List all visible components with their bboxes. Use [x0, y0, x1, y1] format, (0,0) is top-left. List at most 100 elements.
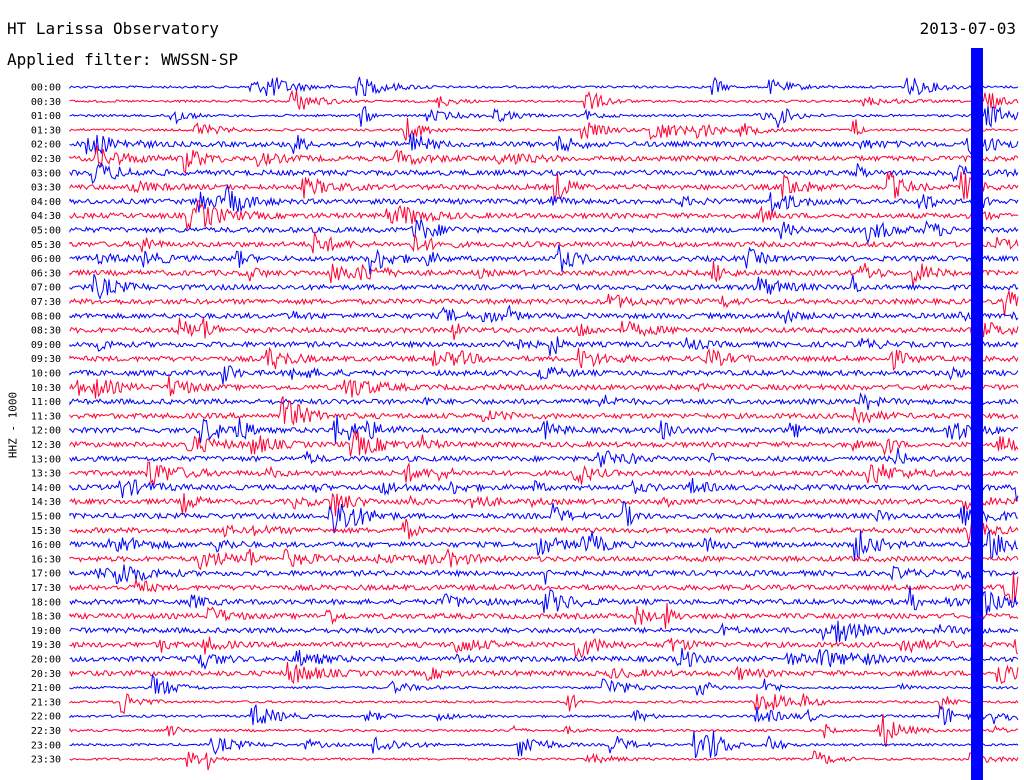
time-tick-label: 10:30: [31, 383, 61, 394]
seismic-trace: [69, 713, 1019, 747]
seismic-trace: [69, 529, 1019, 561]
seismic-trace: [69, 133, 1019, 157]
time-tick-label: 16:00: [31, 540, 61, 551]
filter-label: Applied filter: WWSSN-SP: [7, 50, 239, 69]
time-tick-label: 10:00: [31, 369, 61, 380]
time-tick-label: 13:30: [31, 469, 61, 480]
seismic-trace: [69, 346, 1019, 372]
time-tick-label: 14:00: [31, 483, 61, 494]
seismic-trace: [69, 477, 1019, 501]
seismic-trace: [69, 602, 1019, 629]
time-tick-label: 01:30: [31, 125, 61, 136]
seismic-trace: [69, 571, 1019, 603]
seismic-trace: [69, 518, 1019, 543]
time-tick-label: 08:00: [31, 311, 61, 322]
saturated-event-trace: [971, 48, 983, 780]
time-tick-label: 13:00: [31, 454, 61, 465]
seismic-trace: [69, 183, 1019, 214]
seismic-trace: [69, 693, 1019, 715]
time-tick-label: 23:00: [31, 740, 61, 751]
time-tick-label: 07:00: [31, 283, 61, 294]
seismic-trace: [69, 662, 1019, 685]
seismic-trace: [69, 304, 1019, 324]
time-tick-label: 04:30: [31, 211, 61, 222]
seismic-trace: [69, 430, 1019, 457]
seismic-trace: [69, 493, 1019, 517]
seismic-trace: [69, 231, 1019, 254]
seismic-trace: [69, 704, 1019, 726]
seismic-trace: [69, 500, 1019, 534]
time-tick-label: 09:00: [31, 340, 61, 351]
seismic-trace: [69, 396, 1019, 426]
time-tick-label: 22:30: [31, 726, 61, 737]
seismic-trace: [69, 673, 1019, 696]
time-tick-label: 15:30: [31, 526, 61, 537]
seismic-trace: [69, 750, 1019, 771]
time-tick-label: 00:00: [31, 83, 61, 94]
time-tick-label: 23:30: [31, 755, 61, 766]
seismic-trace: [69, 461, 1019, 486]
time-tick-label: 14:30: [31, 497, 61, 508]
time-tick-label: 02:30: [31, 154, 61, 165]
seismic-trace: [69, 636, 1019, 659]
time-tick-label: 16:30: [31, 554, 61, 565]
time-tick-label: 17:30: [31, 583, 61, 594]
time-tick-label: 21:00: [31, 683, 61, 694]
time-tick-label: 06:30: [31, 268, 61, 279]
time-tick-label: 19:30: [31, 640, 61, 651]
seismic-trace: [69, 365, 1019, 385]
seismic-trace: [69, 170, 1019, 202]
time-tick-label: 12:30: [31, 440, 61, 451]
seismic-trace: [69, 414, 1019, 444]
seismic-trace: [69, 730, 1019, 759]
seismic-trace: [69, 105, 1019, 128]
station-title: HT Larissa Observatory: [7, 19, 219, 38]
seismic-trace: [69, 118, 1019, 141]
time-tick-label: 15:00: [31, 512, 61, 523]
seismic-trace: [69, 547, 1019, 571]
time-tick-label: 02:00: [31, 140, 61, 151]
time-tick-label: 01:00: [31, 111, 61, 122]
seismic-trace: [69, 391, 1019, 411]
seismic-trace: [69, 89, 1019, 110]
tick-label-group: 00:00 00:30 01:00 01:30 02:00 02:30 03:00 03:30…: [31, 83, 61, 766]
seismic-trace: [69, 260, 1019, 287]
time-tick-label: 04:00: [31, 197, 61, 208]
time-tick-label: 03:30: [31, 183, 61, 194]
time-tick-label: 12:00: [31, 426, 61, 437]
seismic-trace: [69, 219, 1019, 245]
time-tick-label: 07:30: [31, 297, 61, 308]
seismic-trace: [69, 317, 1019, 342]
seismic-trace: [69, 145, 1019, 174]
date-label: 2013-07-03: [919, 19, 1016, 38]
seismic-trace: [69, 620, 1019, 644]
seismic-trace: [69, 290, 1019, 317]
time-tick-label: 20:30: [31, 669, 61, 680]
time-tick-label: 11:00: [31, 397, 61, 408]
seismic-trace: [69, 76, 1019, 97]
trace-group: [69, 48, 1019, 780]
time-tick-label: 20:00: [31, 655, 61, 666]
seismic-trace: [69, 199, 1019, 230]
time-tick-label: 06:00: [31, 254, 61, 265]
seismic-trace: [69, 375, 1019, 399]
seismic-trace: [69, 648, 1019, 671]
time-tick-label: 19:00: [31, 626, 61, 637]
time-tick-label: 17:00: [31, 569, 61, 580]
seismic-trace: [69, 447, 1019, 468]
time-tick-label: 21:30: [31, 697, 61, 708]
time-tick-label: 18:30: [31, 612, 61, 623]
seismic-trace: [69, 244, 1019, 275]
time-tick-label: 22:00: [31, 712, 61, 723]
time-tick-label: 18:00: [31, 597, 61, 608]
time-tick-label: 09:30: [31, 354, 61, 365]
time-tick-label: 05:30: [31, 240, 61, 251]
time-tick-label: 03:00: [31, 168, 61, 179]
seismic-trace: [69, 274, 1019, 300]
time-tick-label: 11:30: [31, 411, 61, 422]
time-tick-label: 05:00: [31, 226, 61, 237]
time-tick-label: 00:30: [31, 97, 61, 108]
seismic-trace: [69, 336, 1019, 357]
seismic-trace: [69, 564, 1019, 585]
